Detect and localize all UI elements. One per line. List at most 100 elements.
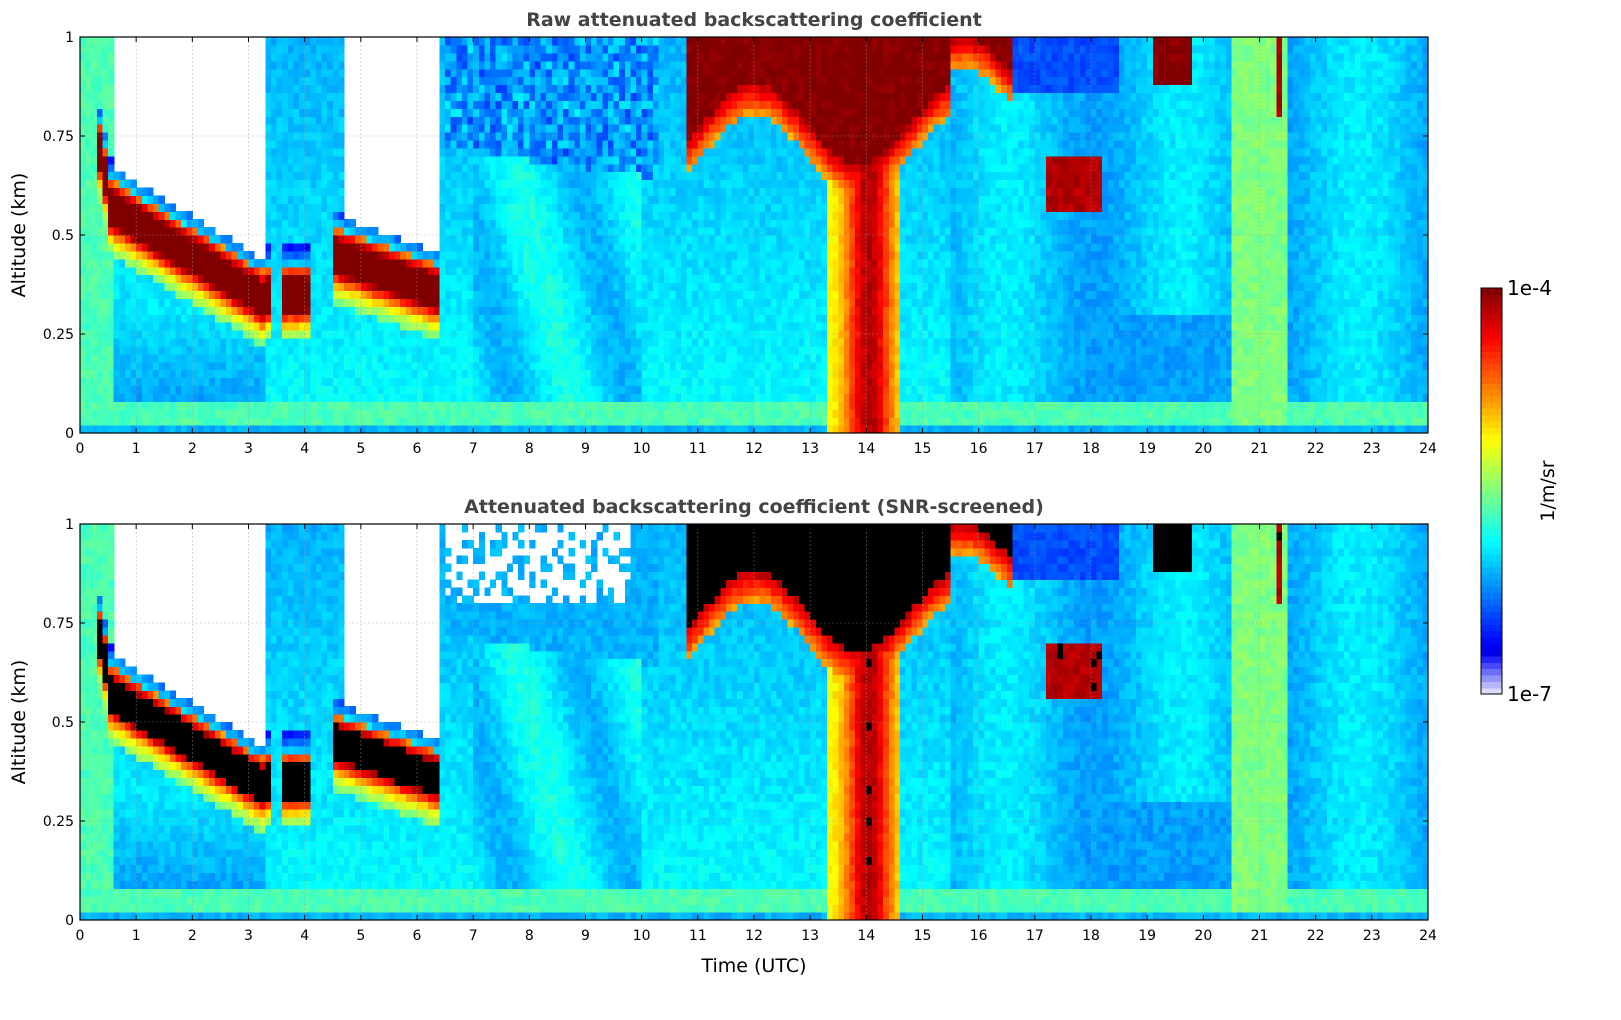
heatmap-cell	[731, 187, 738, 196]
heatmap-cell	[720, 108, 727, 117]
heatmap-cell	[624, 385, 632, 394]
heatmap-cell	[585, 361, 592, 371]
heatmap-cell	[102, 76, 109, 86]
heatmap-cell	[338, 250, 345, 260]
heatmap-cell	[428, 290, 435, 299]
heatmap-cell	[248, 417, 255, 426]
heatmap-cell	[624, 409, 632, 418]
heatmap-cell	[658, 147, 665, 157]
heatmap-cell	[709, 353, 716, 363]
heatmap-cell	[557, 76, 564, 86]
heatmap-cell	[709, 68, 716, 78]
heatmap-cell	[725, 187, 733, 196]
heatmap-cell	[124, 425, 132, 434]
heatmap-cell	[540, 353, 547, 363]
heatmap-cell	[338, 124, 345, 133]
heatmap-cell	[428, 425, 435, 434]
heatmap-cell	[197, 322, 205, 331]
heatmap-cell	[119, 227, 126, 236]
heatmap-cell	[445, 337, 452, 347]
heatmap-cell	[506, 60, 514, 70]
heatmap-cell	[731, 195, 738, 204]
heatmap-cell	[439, 242, 446, 252]
heatmap-cell	[259, 274, 266, 284]
heatmap-cell	[124, 361, 132, 371]
heatmap-cell	[540, 266, 547, 276]
heatmap-cell	[636, 76, 643, 86]
heatmap-cell	[523, 108, 530, 117]
heatmap-cell	[540, 171, 547, 181]
heatmap-cell	[596, 393, 603, 402]
heatmap-cell	[349, 266, 356, 276]
heatmap-cell	[607, 330, 615, 339]
heatmap-cell	[574, 155, 581, 165]
heatmap-cell	[709, 385, 716, 394]
heatmap-cell	[686, 179, 693, 189]
heatmap-cell	[192, 266, 199, 276]
heatmap-cell	[551, 163, 559, 173]
heatmap-cell	[473, 266, 480, 276]
heatmap-cell	[321, 298, 328, 307]
heatmap-cell	[703, 179, 710, 189]
heatmap-cell	[242, 401, 250, 410]
heatmap-cell	[428, 417, 435, 426]
heatmap-cell	[169, 306, 177, 315]
heatmap-cell	[518, 44, 525, 54]
heatmap-cell	[349, 385, 356, 394]
heatmap-cell	[428, 330, 435, 339]
heatmap-cell	[136, 353, 143, 363]
heatmap-cell	[607, 219, 615, 228]
heatmap-cell	[108, 124, 115, 133]
heatmap-cell	[490, 84, 497, 94]
heatmap-cell	[282, 100, 289, 109]
heatmap-cell	[557, 250, 564, 260]
heatmap-cell	[192, 322, 199, 331]
heatmap-cell	[270, 60, 278, 70]
heatmap-cell	[181, 369, 188, 379]
heatmap-cell	[647, 306, 654, 315]
heatmap-cell	[754, 250, 761, 260]
heatmap-cell	[568, 116, 575, 125]
heatmap-cell	[102, 258, 109, 268]
heatmap-cell	[130, 361, 137, 371]
heatmap-cell	[652, 163, 660, 173]
heatmap-cell	[315, 139, 323, 149]
heatmap-cell	[175, 385, 182, 394]
heatmap-cell	[636, 345, 643, 355]
heatmap-cell	[158, 274, 165, 284]
heatmap-cell	[675, 68, 682, 78]
heatmap-cell	[265, 393, 272, 402]
heatmap-cell	[534, 314, 542, 323]
heatmap-cell	[428, 266, 435, 276]
heatmap-cell	[270, 330, 278, 339]
heatmap-cell	[355, 330, 362, 339]
heatmap-cell	[327, 330, 334, 339]
heatmap-cell	[647, 124, 654, 133]
heatmap-cell	[299, 76, 306, 86]
heatmap-cell	[512, 147, 519, 157]
heatmap-cell	[725, 219, 733, 228]
heatmap-cell	[299, 155, 306, 165]
heatmap-cell	[158, 306, 165, 315]
heatmap-cell	[742, 353, 749, 363]
heatmap-cell	[512, 92, 519, 101]
heatmap-cell	[102, 361, 109, 371]
heatmap-cell	[675, 179, 682, 189]
heatmap-cell	[709, 290, 716, 299]
heatmap-cell	[299, 235, 306, 244]
heatmap-cell	[226, 250, 233, 260]
heatmap-cell	[214, 361, 222, 371]
heatmap-cell	[680, 369, 688, 379]
heatmap-cell	[585, 242, 592, 252]
heatmap-cell	[607, 282, 615, 292]
heatmap-cell	[557, 266, 564, 276]
heatmap-cell	[563, 250, 570, 260]
heatmap-cell	[680, 92, 688, 101]
heatmap-cell	[529, 155, 536, 165]
heatmap-cell	[495, 219, 502, 228]
heatmap-cell	[658, 282, 665, 292]
heatmap-cell	[703, 155, 710, 165]
heatmap-cell	[607, 393, 615, 402]
heatmap-cell	[91, 274, 98, 284]
heatmap-cell	[725, 361, 733, 371]
